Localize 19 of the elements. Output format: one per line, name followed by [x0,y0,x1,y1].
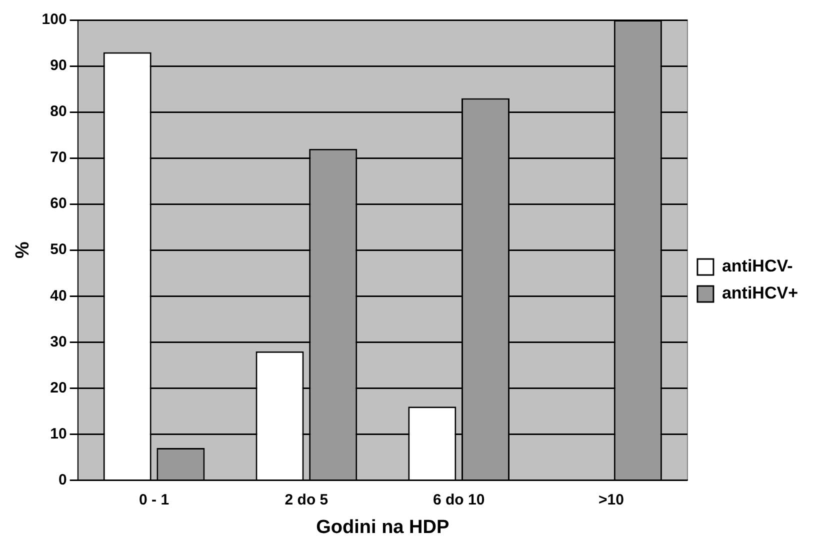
legend-label: antiHCV+ [722,284,798,303]
y-tick-label: 30 [50,333,67,350]
y-tick-label: 50 [50,241,67,258]
y-tick-label: 80 [50,103,67,120]
y-tick-label: 90 [50,57,67,74]
x-tick-label: >10 [598,491,624,508]
y-tick-label: 20 [50,379,67,396]
x-tick-label: 0 - 1 [139,491,170,508]
y-tick-label: 100 [42,11,67,28]
x-tick-label: 2 do 5 [284,491,328,508]
legend-label: antiHCV- [722,256,793,276]
y-axis-title: % [12,242,34,259]
x-axis-title: Godini na HDP [316,516,450,538]
y-tick-label: 40 [50,287,67,304]
y-tick-label: 70 [50,149,67,166]
y-tick-label: 0 [58,471,67,488]
x-tick-label: 6 do 10 [433,491,485,508]
y-tick-label: 60 [50,195,67,212]
y-tick-label: 10 [50,425,67,442]
